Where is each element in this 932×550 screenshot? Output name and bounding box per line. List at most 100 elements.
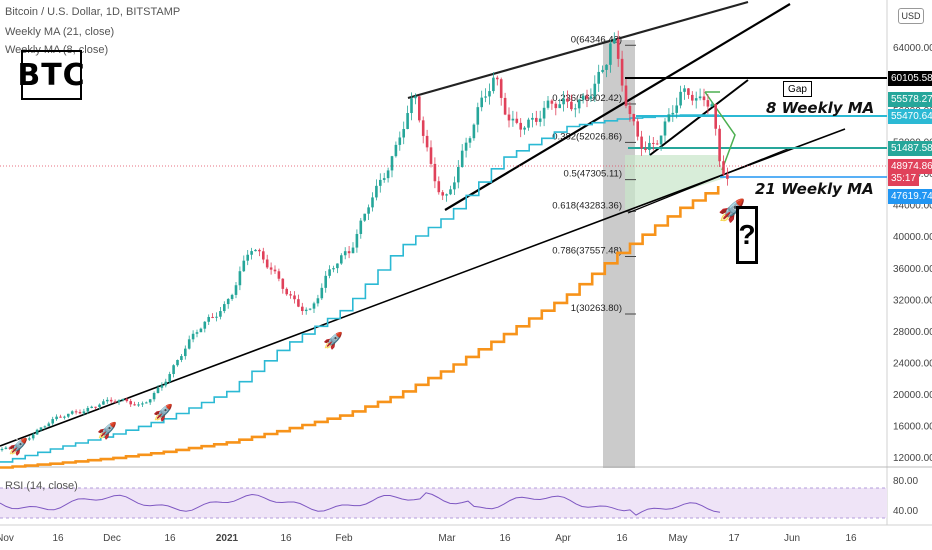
candle-body: [554, 103, 558, 109]
candle-body: [172, 365, 175, 375]
candle-body: [679, 91, 682, 106]
time-tick-label: Dec: [103, 533, 121, 544]
candle-body: [698, 96, 702, 99]
candle-body: [113, 401, 117, 403]
candle-body: [433, 163, 437, 182]
candle-body: [453, 182, 456, 190]
candle-body: [199, 328, 203, 333]
candle-body: [613, 38, 616, 44]
candle-body: [659, 135, 663, 145]
candle-body: [418, 96, 421, 121]
candle-body: [211, 316, 214, 318]
candle-body: [215, 316, 218, 318]
price-tick-label: 16000.00: [893, 421, 932, 432]
candle-body: [683, 88, 686, 92]
candle-body: [74, 411, 78, 413]
rocket-icon: 🚀: [153, 403, 173, 422]
candle-body: [574, 108, 577, 110]
candle-body: [375, 185, 378, 198]
candle-body: [258, 249, 261, 252]
candle-body: [687, 88, 690, 95]
price-tick-label: 32000.00: [893, 295, 932, 306]
candle-body: [63, 416, 66, 418]
candle-body: [308, 308, 312, 310]
candle-body: [47, 423, 51, 427]
candle-body: [20, 440, 23, 444]
candle-body: [390, 156, 394, 171]
candle-body: [507, 114, 511, 121]
candle-body: [496, 77, 499, 80]
candle-body: [675, 105, 678, 113]
candle-body: [78, 411, 82, 414]
candle-body: [121, 398, 125, 401]
candle-body: [577, 99, 581, 109]
candle-body: [219, 311, 222, 317]
time-tick-label: Nov: [0, 533, 14, 544]
time-tick-label: 16: [280, 533, 292, 544]
candle-body: [702, 96, 706, 101]
candle-body: [519, 122, 522, 130]
candle-body: [28, 438, 31, 440]
candle-body: [160, 385, 164, 388]
candle-body: [125, 398, 129, 402]
price-tag: 55470.64: [888, 109, 932, 124]
candle-body: [382, 178, 386, 180]
candle-body: [636, 121, 639, 137]
rocket-icon: 🚀: [718, 198, 745, 224]
question-box: ?: [736, 206, 758, 264]
candle-body: [671, 112, 675, 115]
fib-level-label: 0.618(43283.36): [552, 200, 622, 211]
currency-button[interactable]: USD: [898, 8, 924, 24]
time-tick-label: Feb: [335, 533, 353, 544]
candle-body: [609, 43, 612, 65]
rsi-line: [0, 492, 721, 516]
candle-body: [94, 406, 97, 408]
candle-body: [441, 192, 444, 196]
candle-body: [223, 304, 226, 312]
rsi-legend: RSI (14, close): [5, 480, 78, 492]
candle-body: [722, 161, 725, 175]
candle-body: [297, 299, 300, 307]
rocket-icon: 🚀: [97, 421, 117, 440]
time-tick-label: 16: [52, 533, 64, 544]
candle-body: [304, 309, 308, 312]
candle-body: [648, 142, 651, 150]
candle-body: [343, 251, 347, 256]
candle-body: [472, 124, 476, 139]
candle-body: [55, 416, 58, 420]
price-tag: 51487.58: [888, 141, 932, 156]
candle-body: [546, 100, 550, 108]
rsi-band: [0, 488, 887, 518]
candle-body: [628, 105, 632, 115]
candle-body: [39, 427, 43, 430]
candle-body: [137, 404, 140, 406]
candle-body: [145, 402, 148, 404]
candle-body: [367, 207, 370, 214]
fib-level-label: 0.5(47305.11): [564, 169, 622, 180]
candle-body: [691, 94, 694, 101]
candle-body: [570, 101, 573, 110]
candle-body: [332, 268, 335, 270]
candle-body: [262, 251, 265, 260]
candle-body: [515, 118, 519, 123]
candle-body: [340, 255, 343, 264]
candle-body: [694, 98, 698, 101]
candle-body: [285, 288, 288, 295]
candle-body: [203, 321, 207, 329]
candle-body: [718, 128, 721, 162]
candle-body: [726, 174, 729, 179]
fib-level-label: 0.786(37557.48): [552, 245, 622, 256]
candle-body: [86, 407, 90, 412]
ma21-annotation: 21 Weekly MA: [755, 180, 874, 198]
candle-body: [655, 143, 659, 145]
candle-body: [652, 142, 655, 144]
candle-body: [714, 104, 717, 129]
time-tick-label: 16: [845, 533, 857, 544]
candle-body: [414, 96, 417, 99]
candle-body: [620, 58, 624, 86]
fib-golden-zone: [625, 155, 725, 210]
candle-body: [429, 147, 433, 164]
candle-body: [667, 114, 671, 122]
rsi-tick-label: 40.00: [893, 506, 918, 517]
